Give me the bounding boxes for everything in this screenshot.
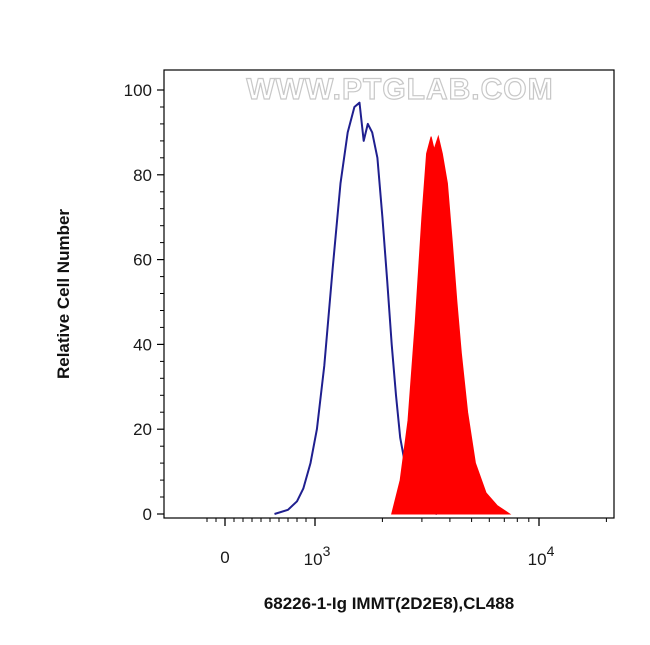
y-axis: 0 20 40 60 80 100 — [124, 81, 164, 524]
x-tick-label-exponent: 3 — [323, 543, 331, 559]
y-tick-label-3: 60 — [133, 251, 152, 270]
y-axis-title: Relative Cell Number — [54, 209, 73, 379]
x-tick-label-base: 10 — [528, 550, 547, 569]
x-tick-label-0: 0 — [220, 548, 229, 567]
x-tick-label-base: 10 — [304, 550, 323, 569]
watermark-text: WWW.PTGLAB.COM — [246, 73, 553, 106]
x-axis: 0 103 104 — [206, 518, 607, 569]
x-axis-title: 68226-1-Ig IMMT(2D2E8),CL488 — [264, 594, 514, 613]
y-tick-label-4: 80 — [133, 166, 152, 185]
plot-series — [274, 101, 512, 515]
y-tick-label-0: 0 — [143, 505, 152, 524]
series-1-filled-histogram — [391, 134, 512, 515]
x-tick-label-1: 103 — [304, 543, 331, 569]
x-tick-label-2: 104 — [528, 543, 555, 569]
y-tick-label-2: 40 — [133, 335, 152, 354]
series-0-outline-histogram — [274, 101, 438, 515]
y-tick-label-1: 20 — [133, 420, 152, 439]
x-tick-label-exponent: 4 — [547, 543, 555, 559]
y-tick-label-5: 100 — [124, 81, 152, 100]
